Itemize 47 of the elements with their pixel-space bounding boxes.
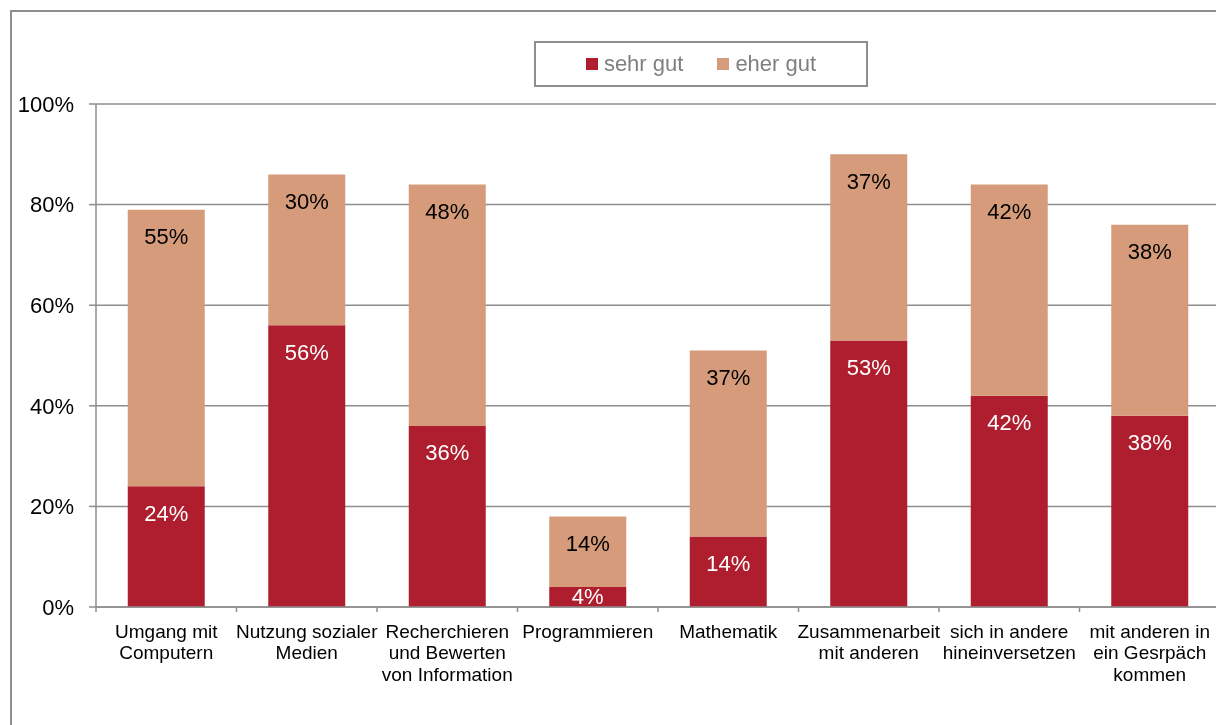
bar [1111,224,1189,416]
bar [970,395,1048,607]
legend-label: sehr gut [603,51,684,77]
bar [689,536,767,607]
bar [408,184,486,426]
y-tick-label: 80% [29,192,74,218]
data-label: 38% [1127,430,1172,456]
x-tick-label: sich in andere hineinversetzen [942,620,1076,663]
bar [549,516,627,587]
x-tick-label: Mathematik [679,620,778,642]
x-tick-label: mit anderen in ein Gesrpäch kommen [1089,620,1210,685]
data-label: 53% [846,354,891,380]
bar [127,209,205,487]
data-label: 14% [565,530,610,556]
x-tick-label: Programmieren [522,620,654,642]
data-label: 55% [144,224,189,250]
bar [970,184,1048,396]
data-label: 30% [284,188,329,214]
y-tick-label: 20% [29,494,74,520]
x-tick-label: Recherchieren und Bewerten von Information [381,620,513,685]
y-tick-label: 40% [29,393,74,419]
y-tick-label: 100% [17,91,74,117]
legend-label: eher gut [735,51,817,77]
x-tick-label: Umgang mit Computern [115,620,219,663]
data-label: 42% [987,410,1032,436]
data-label: 4% [571,584,604,610]
bar [830,154,908,341]
bar [127,486,205,607]
bar [1111,415,1189,607]
data-label: 24% [144,500,189,526]
y-tick-label: 0% [42,594,74,620]
data-label: 56% [284,339,329,365]
bar [689,350,767,537]
bar [830,340,908,607]
data-label: 14% [706,551,751,577]
data-label: 42% [987,198,1032,224]
data-label: 37% [706,364,751,390]
data-label: 36% [425,440,470,466]
bar [268,325,346,607]
y-tick-label: 60% [29,293,74,319]
data-label: 37% [846,168,891,194]
bar [408,425,486,607]
x-tick-label: Zusammenarbeit mit anderen [797,620,941,663]
bar [268,174,346,326]
x-tick-label: Nutzung sozialer Medien [235,620,379,663]
data-label: 48% [425,198,470,224]
data-label: 38% [1127,239,1172,265]
